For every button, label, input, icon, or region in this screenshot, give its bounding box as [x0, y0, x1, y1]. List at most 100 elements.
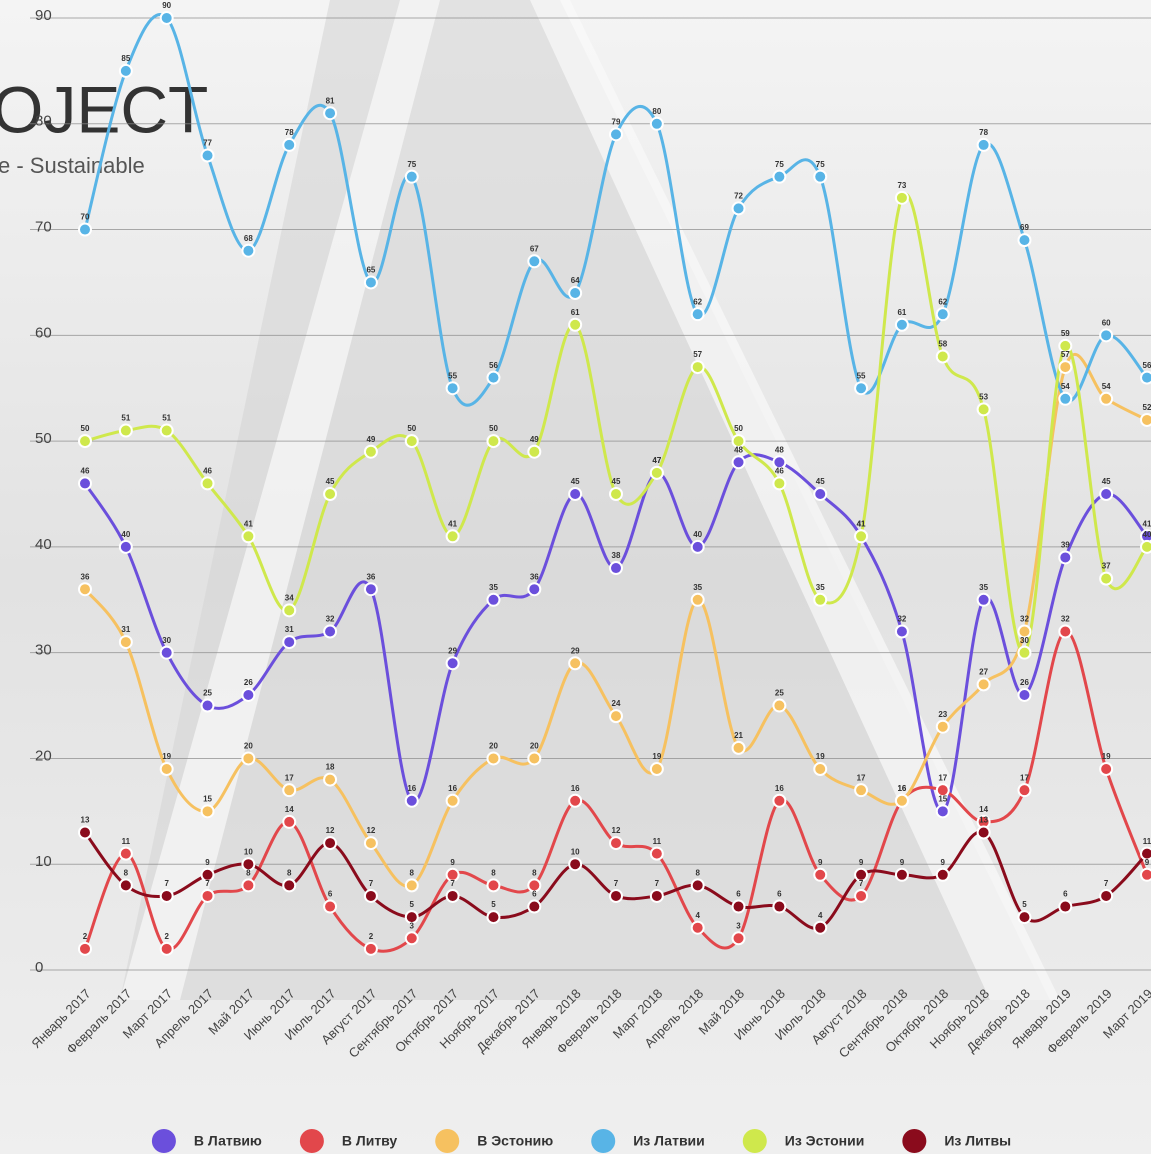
data-point — [486, 878, 501, 893]
data-label: 47 — [652, 456, 661, 465]
data-label: 15 — [938, 794, 947, 803]
data-label: 14 — [979, 805, 988, 814]
data-label: 40 — [121, 530, 130, 539]
data-point — [772, 793, 787, 808]
data-point — [1058, 391, 1073, 406]
data-label: 53 — [979, 392, 988, 401]
data-point — [1017, 910, 1032, 925]
data-point — [445, 529, 460, 544]
data-label: 14 — [285, 805, 294, 814]
data-label: 56 — [1143, 361, 1151, 370]
data-point — [976, 137, 991, 152]
data-label: 90 — [162, 1, 171, 10]
data-label: 79 — [612, 117, 621, 126]
data-point — [1099, 487, 1114, 501]
data-label: 19 — [816, 752, 825, 761]
data-label: 20 — [244, 742, 253, 751]
data-point — [1017, 233, 1032, 248]
y-tick-label: 0 — [35, 959, 43, 976]
data-label: 9 — [900, 858, 905, 867]
data-label: 56 — [489, 361, 498, 370]
data-point — [935, 783, 950, 798]
data-point — [363, 836, 378, 851]
data-point — [772, 899, 787, 914]
data-point — [1058, 624, 1073, 639]
data-point — [200, 476, 215, 491]
data-point — [1140, 412, 1151, 427]
data-label: 29 — [571, 646, 580, 655]
legend-label: В Литву — [342, 1133, 398, 1149]
data-label: 10 — [571, 847, 580, 856]
data-point — [935, 804, 950, 819]
data-point — [854, 529, 869, 544]
data-point — [854, 867, 869, 882]
data-label: 15 — [203, 794, 212, 803]
data-point — [363, 888, 378, 903]
data-point — [772, 476, 787, 491]
data-label: 16 — [897, 784, 906, 793]
data-point — [568, 317, 583, 332]
legend-swatch — [435, 1129, 460, 1153]
data-label: 5 — [410, 900, 415, 909]
data-point — [976, 592, 991, 607]
data-label: 51 — [121, 414, 130, 423]
data-point — [404, 878, 419, 893]
data-point — [445, 656, 460, 671]
data-point — [200, 148, 215, 163]
data-point — [159, 11, 174, 25]
data-point — [282, 635, 297, 650]
data-label: 70 — [81, 213, 90, 222]
data-label: 73 — [897, 181, 906, 190]
data-point — [690, 539, 705, 554]
data-label: 50 — [734, 424, 743, 433]
data-point — [1017, 783, 1032, 798]
legend-label: Из Литвы — [944, 1133, 1011, 1149]
data-point — [894, 317, 909, 332]
data-label: 45 — [1102, 477, 1111, 486]
data-point — [854, 381, 869, 396]
data-label: 6 — [777, 890, 782, 899]
data-label: 18 — [326, 763, 335, 772]
data-point — [609, 888, 623, 903]
data-point — [731, 455, 746, 470]
data-point — [649, 888, 664, 903]
data-point — [649, 465, 664, 480]
data-point — [445, 793, 460, 808]
data-point — [731, 201, 746, 216]
data-label: 17 — [857, 773, 866, 782]
data-label: 30 — [1020, 636, 1029, 645]
data-label: 49 — [530, 435, 539, 444]
data-label: 6 — [736, 890, 741, 899]
data-point — [609, 836, 623, 851]
data-point — [772, 698, 787, 713]
data-point — [363, 275, 378, 290]
data-point — [118, 635, 133, 650]
data-point — [159, 423, 174, 438]
data-point — [731, 899, 746, 914]
data-label: 57 — [693, 350, 702, 359]
data-point — [1017, 624, 1032, 639]
data-point — [486, 434, 501, 449]
data-label: 41 — [857, 519, 866, 528]
data-label: 6 — [532, 890, 537, 899]
data-point — [1058, 360, 1073, 375]
data-label: 30 — [162, 636, 171, 645]
data-label: 16 — [407, 784, 416, 793]
data-point — [159, 762, 174, 777]
data-label: 31 — [285, 625, 294, 634]
data-point — [976, 677, 991, 692]
data-label: 58 — [938, 340, 947, 349]
data-label: 54 — [1061, 382, 1070, 391]
data-point — [690, 920, 705, 935]
data-point — [731, 740, 746, 755]
data-label: 6 — [1063, 890, 1068, 899]
y-tick-label: 50 — [35, 430, 52, 447]
data-label: 41 — [857, 519, 866, 528]
data-point — [200, 867, 215, 882]
data-point — [118, 846, 133, 861]
data-point — [1058, 338, 1073, 353]
data-label: 29 — [448, 646, 457, 655]
data-point — [935, 349, 950, 364]
data-point — [363, 444, 378, 459]
data-label: 7 — [859, 879, 864, 888]
